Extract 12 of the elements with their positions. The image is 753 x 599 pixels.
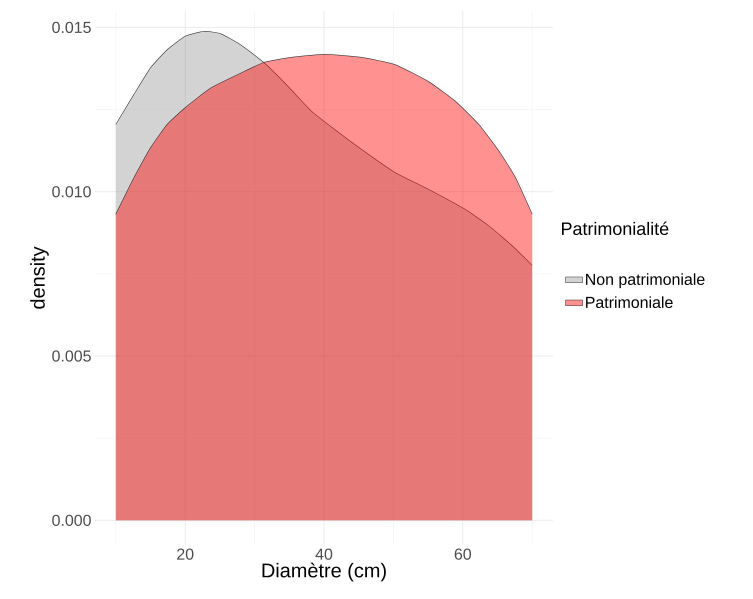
y-tick-label: 0.010 [52,186,91,198]
legend-label: Patrimoniale [586,296,673,308]
legend-title: Patrimonialité [562,222,668,236]
legend-label: Non patrimoniale [586,273,705,288]
y-tick-label: 0.000 [52,514,91,526]
y-tick-label: 0.015 [52,22,91,34]
x-tick-label: 20 [177,548,194,560]
x-tick-label: 60 [454,548,472,560]
x-axis-title: Diamètre (cm) [262,562,386,582]
y-axis-title: density [30,246,49,309]
x-tick-label: 40 [316,548,332,560]
y-tick-label: 0.005 [52,350,91,362]
